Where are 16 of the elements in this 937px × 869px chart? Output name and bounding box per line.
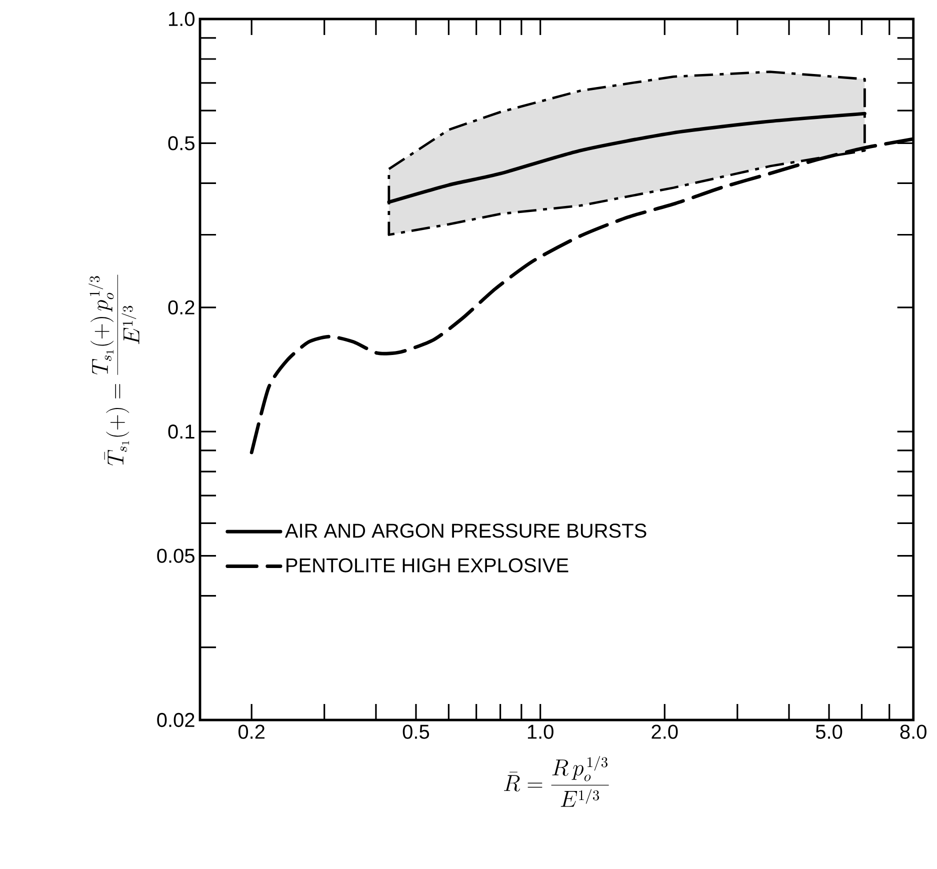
legend-label: AIR AND ARGON PRESSURE BURSTS [284, 524, 646, 538]
y-tick-label: 1.0 [169, 12, 194, 26]
x-axis-title: $\bar{R} = \frac{R\,p_o^{\,1/3}}{E^{1/3}}$ [504, 756, 609, 807]
x-tick-label: 2.0 [652, 724, 678, 739]
y-tick-label: 0.2 [168, 300, 194, 314]
y-axis-title: $\bar{T}_{s_1}(+) = \frac{T_{s_1}(+)\,p_o^{\,1/3}}{E^{1/3}}$ [88, 274, 140, 466]
x-tick-label: 1.0 [528, 724, 554, 739]
x-tick-label: 0.2 [238, 724, 264, 739]
x-tick-label: 8.0 [900, 724, 926, 739]
y-tick-label: 0.02 [157, 712, 194, 728]
y-tick-label: 0.5 [168, 136, 194, 150]
x-tick-label: 5.0 [816, 724, 842, 739]
x-tick-label: 0.5 [402, 724, 430, 739]
legend-label: PENTOLITE HIGH EXPLOSIVE [286, 558, 568, 572]
y-tick-label: 0.05 [157, 548, 194, 563]
y-tick-label: 0.1 [168, 424, 194, 439]
